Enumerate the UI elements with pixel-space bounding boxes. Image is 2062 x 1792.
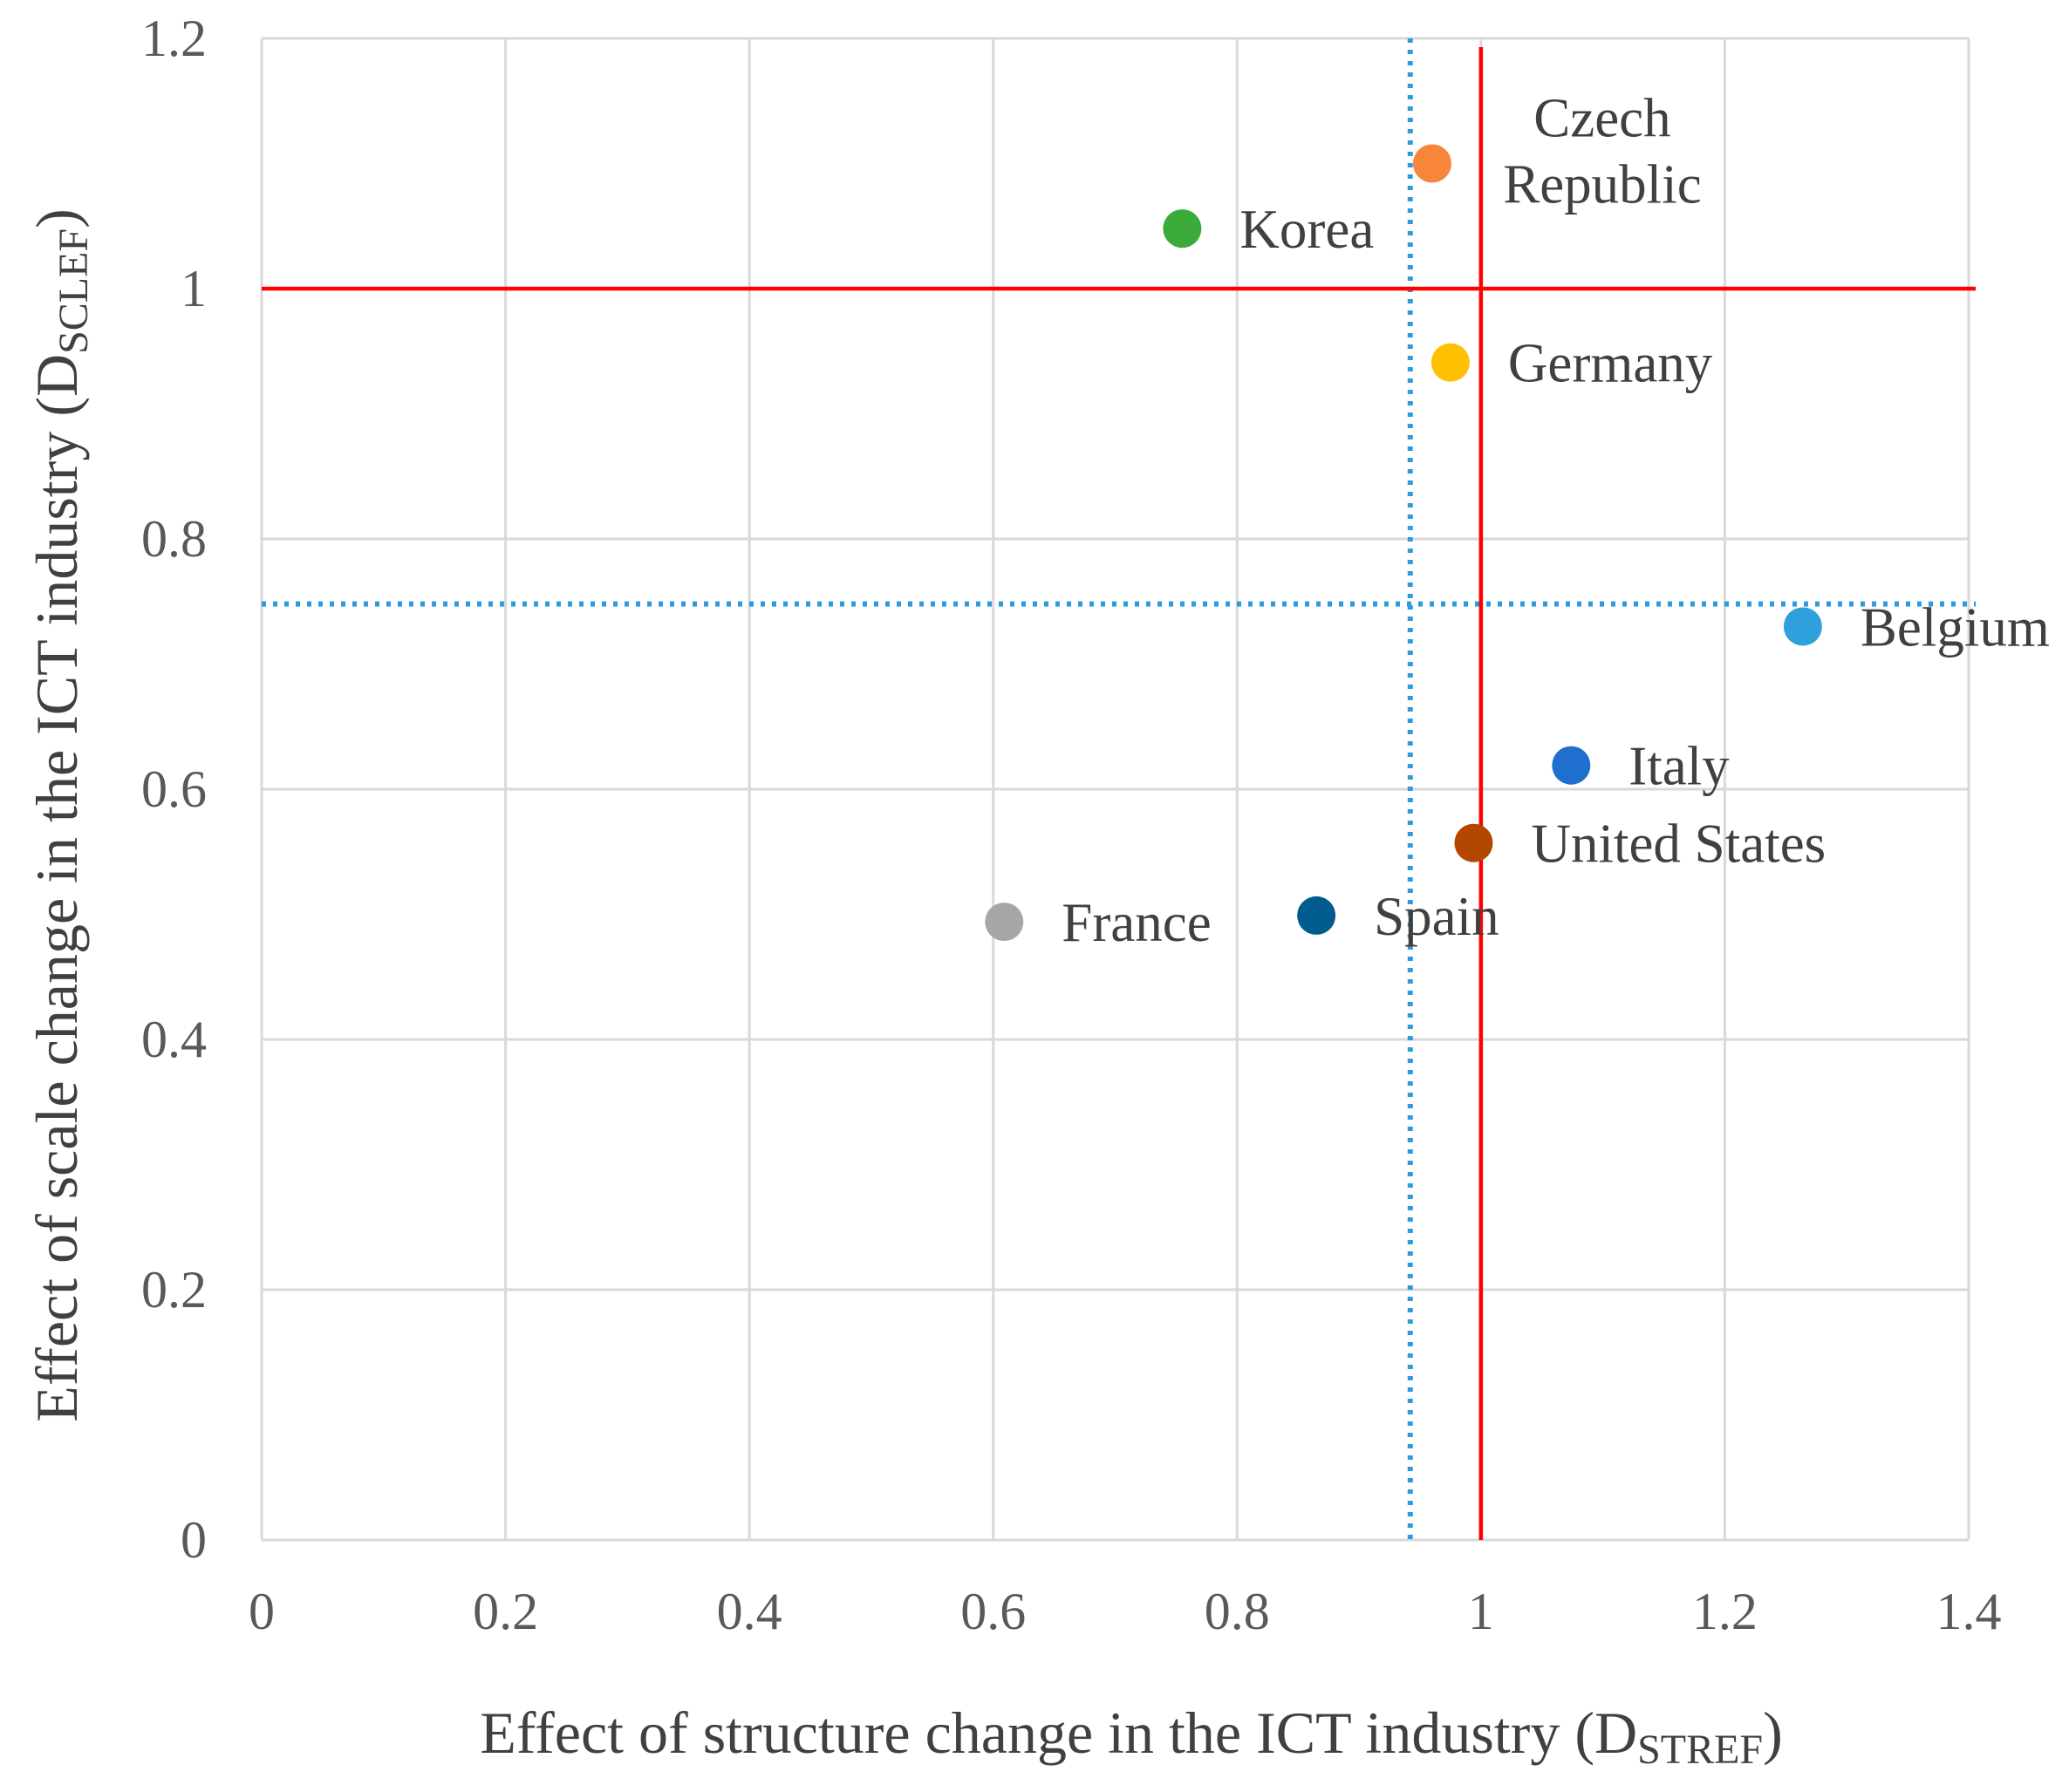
point-label: Czech (1533, 88, 1670, 149)
data-point (985, 903, 1024, 942)
data-point (1430, 343, 1470, 382)
x-tick-label: 0 (249, 1583, 275, 1640)
x-tick-label: 1.4 (1936, 1583, 2002, 1640)
data-point (1163, 209, 1202, 249)
y-tick-label: 0.8 (141, 510, 207, 568)
y-title-sub: SCLEF (51, 228, 97, 354)
y-tick-label: 0 (181, 1511, 207, 1569)
x-tick-label: 0.2 (473, 1583, 538, 1640)
x-tick-label: 0.8 (1205, 1583, 1270, 1640)
y-title-end: ) (24, 208, 90, 228)
data-point (1783, 607, 1822, 646)
y-tick-label: 0.6 (141, 760, 207, 818)
y-axis-title: Effect of scale change in the ICT indust… (24, 208, 97, 1422)
point-label: Belgium (1861, 596, 2050, 658)
point-label: Italy (1628, 736, 1730, 797)
x-tick-label: 0.4 (717, 1583, 782, 1640)
data-point (1412, 144, 1451, 183)
x-tick-label: 1.2 (1692, 1583, 1758, 1640)
x-title-end: ) (1763, 1700, 1783, 1766)
point-label: Korea (1239, 199, 1374, 260)
x-title-main: Effect of structure change in the ICT in… (480, 1700, 1637, 1766)
y-tick-label: 0.4 (141, 1011, 207, 1068)
x-tick-label: 0.6 (960, 1583, 1026, 1640)
point-label: Spain (1374, 886, 1499, 947)
y-tick-label: 1 (181, 260, 207, 317)
data-point (1297, 896, 1336, 935)
point-label: France (1062, 892, 1211, 953)
point-label: Republic (1503, 154, 1701, 215)
x-axis-title: Effect of structure change in the ICT in… (480, 1700, 1783, 1773)
y-tick-label: 1.2 (141, 10, 207, 67)
x-title-sub: STREF (1637, 1727, 1763, 1773)
y-title-main: Effect of scale change in the ICT indust… (24, 354, 90, 1422)
data-point (1454, 823, 1493, 862)
y-tick-label: 0.2 (141, 1261, 207, 1318)
point-label: United States (1531, 814, 1826, 875)
x-tick-label: 1 (1468, 1583, 1494, 1640)
point-label: Germany (1508, 333, 1713, 394)
data-point (1552, 746, 1591, 785)
